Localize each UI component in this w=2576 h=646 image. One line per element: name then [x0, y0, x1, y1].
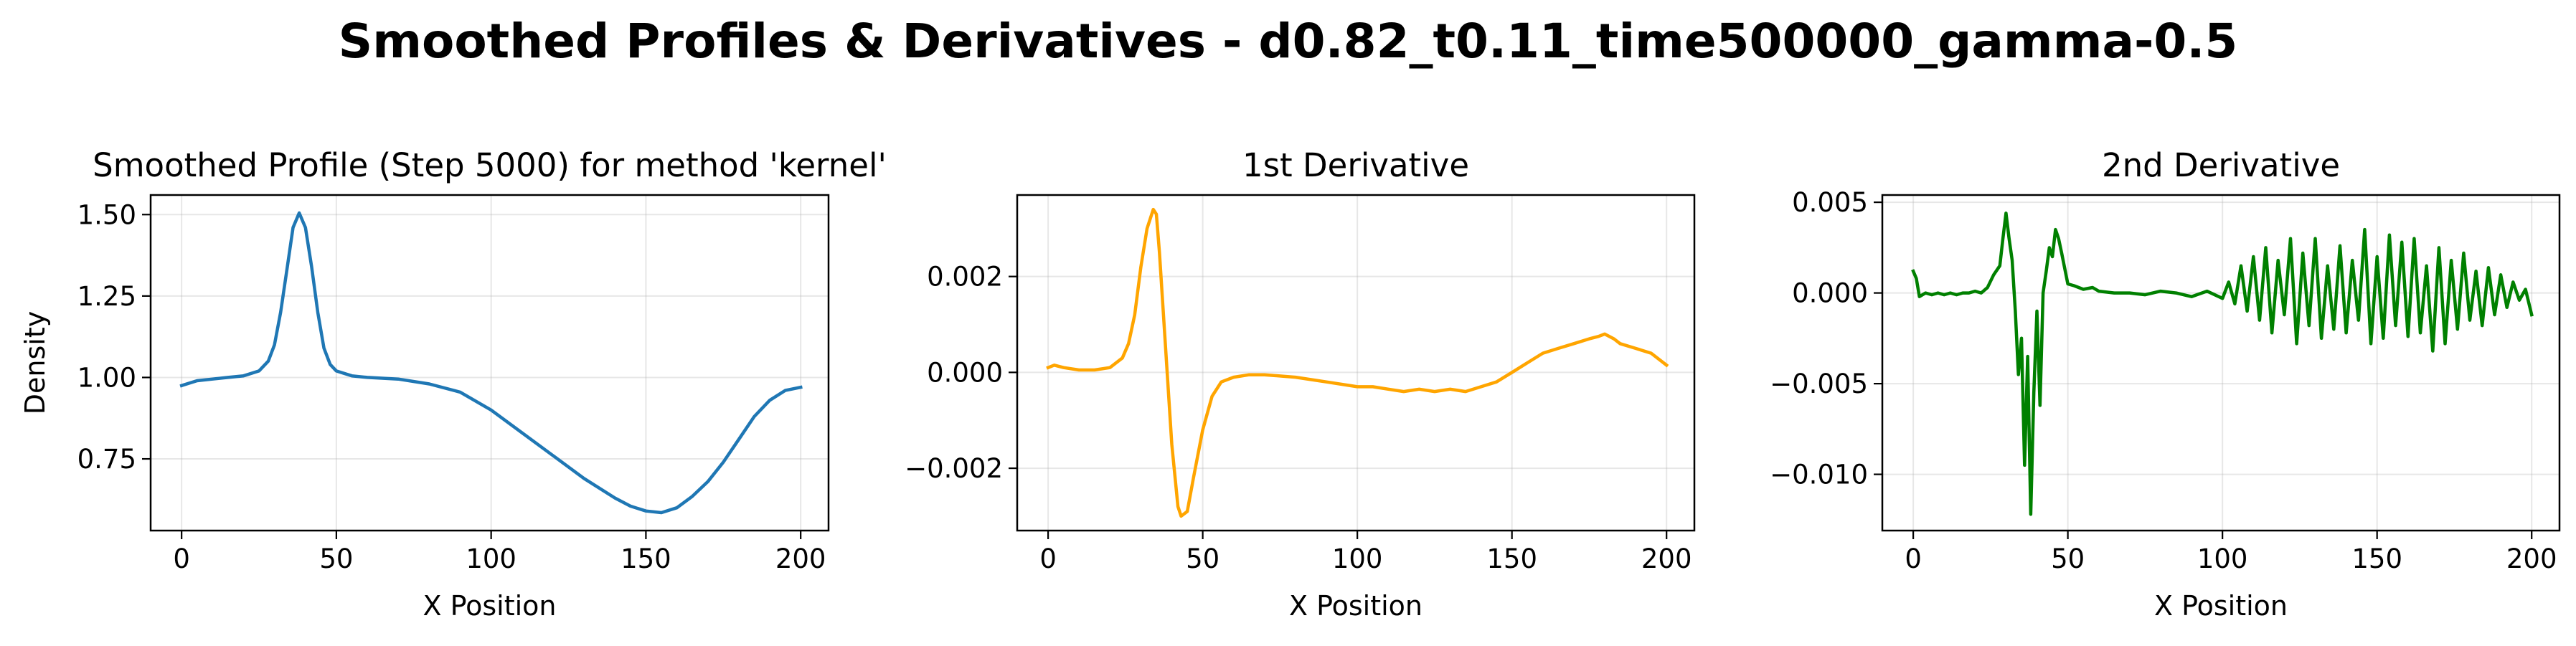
- chart-3-x-tick-label-3: 150: [2351, 543, 2402, 574]
- chart-2-y-tick-label-1: 0.000: [927, 357, 1003, 388]
- figure-suptitle: Smoothed Profiles & Derivatives - d0.82_…: [338, 14, 2238, 69]
- chart-2-axes-frame: [1016, 194, 1696, 532]
- chart-1-x-axis-label: X Position: [423, 590, 556, 622]
- chart-3-y-tick-label-1: −0.005: [1770, 369, 1868, 399]
- chart-1-x-tick-label-2: 100: [466, 543, 516, 574]
- chart-3-axes-frame: [1881, 194, 2561, 532]
- chart-1-x-tick-label-0: 0: [173, 543, 190, 574]
- chart-2-x-tick-label-4: 200: [1641, 543, 1692, 574]
- chart-3-y-tick-label-2: 0.000: [1792, 278, 1868, 309]
- chart-3-x-tick-label-0: 0: [1905, 543, 1922, 574]
- chart-1-y-axis-label: Density: [19, 311, 51, 414]
- chart-1-x-tick-label-1: 50: [319, 543, 353, 574]
- chart-3-title: 2nd Derivative: [2102, 146, 2340, 184]
- chart-3-y-tick-label-0: −0.010: [1770, 460, 1868, 490]
- chart-2-x-tick-label-3: 150: [1486, 543, 1537, 574]
- chart-2-y-tick-label-2: 0.002: [927, 262, 1003, 293]
- chart-1-title: Smoothed Profile (Step 5000) for method …: [93, 146, 887, 184]
- chart-3: 0 50 100 150 200 −0.010 −0.005 0.000 0.005 2nd De…: [1770, 146, 2561, 622]
- chart-1-y-tick-label-2: 1.25: [77, 281, 136, 312]
- chart-1: 0 50 100 150 200 0.75 1.00 1.25 1.50 Smoothed Pro…: [19, 146, 887, 622]
- chart-2-x-tick-label-0: 0: [1039, 543, 1057, 574]
- chart-2-x-tick-label-2: 100: [1332, 543, 1383, 574]
- chart-1-series-line: [179, 211, 803, 515]
- chart-3-x-tick-label-2: 100: [2197, 543, 2248, 574]
- chart-1-x-tick-label-4: 200: [775, 543, 826, 574]
- chart-3-x-tick-label-4: 200: [2506, 543, 2557, 574]
- chart-1-x-tick-label-3: 150: [621, 543, 671, 574]
- chart-1-axes-frame: [149, 194, 830, 532]
- chart-3-x-axis-label: X Position: [2154, 590, 2288, 622]
- chart-2-x-axis-label: X Position: [1289, 590, 1423, 622]
- chart-2-title: 1st Derivative: [1242, 146, 1469, 184]
- chart-3-x-tick-label-1: 50: [2051, 543, 2085, 574]
- chart-3-series-line: [1911, 212, 2534, 516]
- chart-1-y-tick-label-3: 1.50: [77, 199, 136, 230]
- chart-1-y-tick-label-1: 1.00: [77, 362, 136, 393]
- chart-2-x-tick-label-1: 50: [1186, 543, 1219, 574]
- chart-3-y-tick-label-3: 0.005: [1792, 187, 1868, 218]
- chart-1-y-tick-label-0: 0.75: [77, 444, 136, 475]
- chart-2: 0 50 100 150 200 −0.002 0.000 0.002 1st Derivati…: [905, 146, 1696, 622]
- chart-2-series-line: [1046, 207, 1669, 518]
- chart-2-y-tick-label-0: −0.002: [905, 453, 1003, 484]
